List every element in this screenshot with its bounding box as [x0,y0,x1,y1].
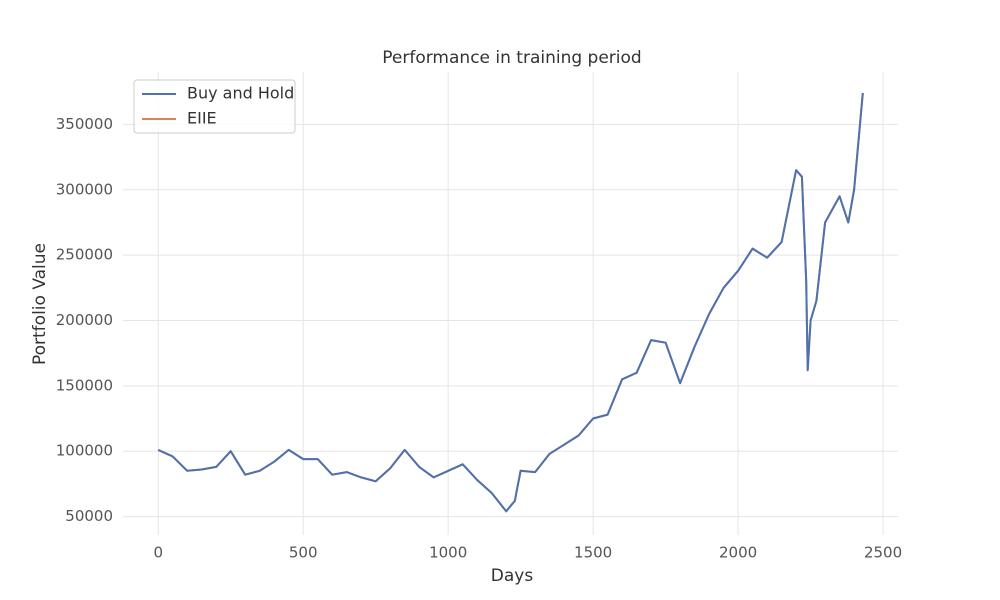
line-series [157,92,864,513]
x-tick-label: 0 [153,544,163,562]
y-tick-label: 100000 [56,442,113,460]
line-series [157,92,864,513]
x-tick-label: 1000 [429,544,467,562]
x-tick-label: 500 [289,544,318,562]
legend-label: EIIE [187,109,217,128]
legend-label: Buy and Hold [187,84,294,103]
y-tick-label: 250000 [56,246,113,264]
y-tick-label: 150000 [56,376,113,394]
y-axis-label: Portfolio Value [30,243,50,365]
x-axis-label: Days [491,566,534,586]
chart-title: Performance in training period [382,48,641,68]
x-tick-label: 1500 [574,544,612,562]
y-tick-label: 50000 [65,507,113,525]
x-tick-label: 2500 [864,544,902,562]
y-tick-label: 200000 [56,311,113,329]
x-tick-label: 2000 [719,544,757,562]
y-tick-label: 300000 [56,180,113,198]
y-tick-label: 350000 [56,115,113,133]
